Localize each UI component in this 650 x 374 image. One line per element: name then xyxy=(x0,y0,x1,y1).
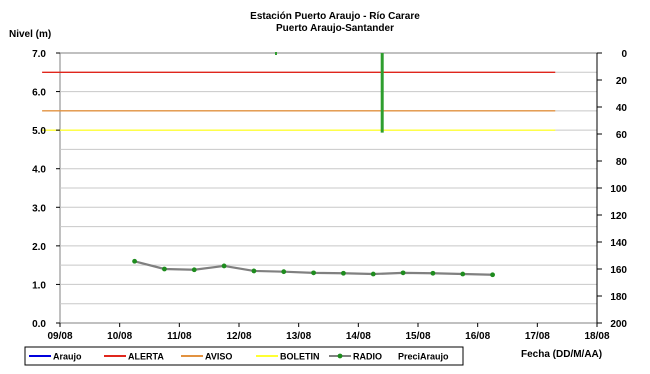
y-tick-label: 5.0 xyxy=(32,126,46,137)
y-tick-label: 6.0 xyxy=(32,88,46,99)
axes: 0.0 1.0 2.0 3.0 4.0 5.0 6.0 7.0 0 20 40 60 80 100 120 1… xyxy=(32,49,627,342)
legend-label: Araujo xyxy=(53,352,82,362)
data-point xyxy=(281,269,287,275)
legend-marker xyxy=(337,353,343,359)
data-point xyxy=(221,263,227,269)
data-point xyxy=(191,267,197,273)
y-tick-label: 4.0 xyxy=(32,165,46,176)
y2-tick-label: 0 xyxy=(621,49,627,60)
legend-label: AVISO xyxy=(205,352,232,362)
y2-tick-label: 140 xyxy=(610,238,627,249)
x-tick-label: 11/08 xyxy=(167,331,192,342)
legend-label: ALERTA xyxy=(128,352,164,362)
x-tick-label: 09/08 xyxy=(47,331,72,342)
x-tick-label: 15/08 xyxy=(405,331,430,342)
x-tick-label: 12/08 xyxy=(226,331,251,342)
data-point xyxy=(370,271,376,277)
y2-tick-label: 100 xyxy=(610,184,627,195)
precip-mark xyxy=(274,52,277,55)
data-point xyxy=(490,272,495,278)
y2-tick-label: 20 xyxy=(616,76,628,87)
y2-tick-label: 60 xyxy=(616,130,628,141)
data-point xyxy=(132,258,137,264)
chart-title: Estación Puerto Araujo - Río Carare xyxy=(250,11,420,22)
x-tick-label: 10/08 xyxy=(107,331,132,342)
chart-subtitle: Puerto Araujo-Santander xyxy=(276,23,394,34)
threshold-lines xyxy=(42,71,556,131)
data-point xyxy=(251,268,257,274)
y-tick-label: 2.0 xyxy=(32,242,46,253)
y2-tick-label: 200 xyxy=(610,319,627,330)
y2-tick-label: 80 xyxy=(616,157,628,168)
legend-box xyxy=(24,346,464,366)
y2-tick-label: 120 xyxy=(610,211,627,222)
data-point xyxy=(162,266,167,272)
x-tick-label: 16/08 xyxy=(465,331,490,342)
y2-tick-label: 180 xyxy=(610,292,627,303)
series xyxy=(132,52,495,278)
y-axis-label: Nivel (m) xyxy=(9,29,51,40)
y-tick-label: 7.0 xyxy=(32,49,46,60)
y2-tick-label: 40 xyxy=(616,103,628,114)
x-tick-label: 17/08 xyxy=(525,331,550,342)
x-tick-label: 18/08 xyxy=(584,331,609,342)
legend: Araujo ALERTA AVISO BOLETIN RADIO PreciAraujo xyxy=(24,346,464,366)
x-tick-label: 13/08 xyxy=(286,331,311,342)
legend-label: BOLETIN xyxy=(280,352,320,362)
data-point xyxy=(311,270,316,276)
y2-tick-label: 160 xyxy=(610,265,627,276)
legend-label: PreciAraujo xyxy=(398,352,449,362)
y-tick-label: 3.0 xyxy=(32,203,46,214)
y-tick-label: 0.0 xyxy=(32,319,46,330)
x-axis-label: Fecha (DD/M/AA) xyxy=(521,349,602,360)
legend-label: RADIO xyxy=(353,352,382,362)
x-tick-label: 14/08 xyxy=(346,331,371,342)
data-point xyxy=(400,270,406,276)
data-point xyxy=(430,270,436,276)
y-tick-label: 1.0 xyxy=(32,280,46,291)
data-point xyxy=(341,270,346,276)
data-point xyxy=(460,271,466,277)
